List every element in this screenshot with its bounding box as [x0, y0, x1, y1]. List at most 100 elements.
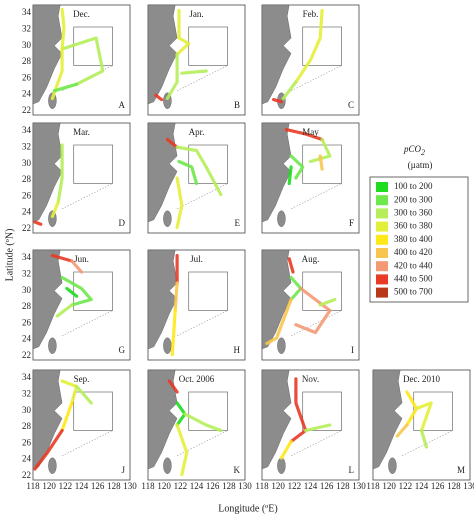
- survey-box: [302, 391, 342, 431]
- map-panel: Feb. C: [261, 4, 360, 116]
- taiwan: [48, 337, 57, 354]
- ship-track: [60, 7, 66, 51]
- panel-month: Jun.: [74, 254, 89, 264]
- panel-letter: K: [234, 465, 241, 475]
- panel-month: Dec.: [73, 9, 90, 19]
- survey-box: [188, 26, 228, 66]
- lat-tick-label: 26: [22, 317, 32, 327]
- taiwan: [163, 457, 172, 474]
- lat-tick-label: 24: [22, 207, 32, 217]
- shelf-line: [61, 310, 113, 337]
- lat-tick-label: 26: [22, 437, 32, 447]
- lon-tick-label: 120: [271, 481, 285, 491]
- ship-track: [175, 145, 223, 197]
- ship-track: [75, 384, 93, 405]
- lon-tick-label: 118: [141, 481, 155, 491]
- ship-track: [177, 159, 199, 186]
- ship-track: [289, 377, 308, 444]
- lat-tick-label: 22: [22, 223, 31, 233]
- legend-label: 400 to 420: [394, 247, 433, 257]
- lat-tick-label: 22: [22, 470, 31, 480]
- map-panel: Jun. G: [32, 249, 131, 361]
- shelf-line: [290, 430, 342, 457]
- lon-tick-label: 130: [123, 481, 137, 491]
- lat-tick-label: 28: [22, 174, 32, 184]
- panel-letter: B: [234, 100, 240, 110]
- taiwan: [277, 210, 286, 227]
- ship-track: [175, 176, 184, 230]
- ship-track: [167, 379, 179, 394]
- ship-track: [415, 401, 433, 433]
- shelf-line: [290, 65, 342, 92]
- lon-tick-label: 128: [107, 481, 121, 491]
- map-panel: Apr. E: [147, 122, 246, 234]
- map-panel: Mar. D: [32, 122, 131, 234]
- legend-swatch: [376, 208, 388, 219]
- ship-track: [289, 154, 305, 180]
- ship-track: [50, 200, 60, 219]
- lat-tick-label: 34: [22, 252, 32, 262]
- ship-track: [165, 137, 179, 149]
- lat-tick-label: 22: [22, 350, 31, 360]
- legend-title: pCO2: [403, 144, 425, 157]
- lon-tick-label: 128: [447, 481, 461, 491]
- ship-track: [287, 165, 293, 186]
- panel-month: Feb.: [303, 9, 319, 19]
- lon-tick-label: 120: [42, 481, 56, 491]
- land: [261, 369, 292, 470]
- ship-track: [294, 286, 332, 335]
- ship-track: [265, 297, 293, 346]
- legend-swatch: [376, 274, 388, 285]
- lon-tick-label: 124: [190, 481, 204, 491]
- lon-tick-label: 124: [304, 481, 318, 491]
- legend-swatch: [376, 287, 388, 298]
- panel-letter: F: [349, 218, 354, 228]
- panel-letter: E: [235, 218, 241, 228]
- ship-track: [294, 8, 324, 84]
- legend-label: 420 to 440: [394, 260, 433, 270]
- lon-tick-label: 118: [26, 481, 40, 491]
- map-panel: Nov. L: [261, 369, 360, 481]
- lat-tick-label: 28: [22, 301, 32, 311]
- lat-tick-label: 32: [22, 389, 31, 399]
- lon-tick-label: 122: [288, 481, 302, 491]
- lon-tick-label: 124: [415, 481, 429, 491]
- lat-tick-label: 32: [22, 269, 31, 279]
- panel-month: Aug.: [302, 254, 320, 264]
- panel-month: Nov.: [302, 374, 319, 384]
- taiwan: [388, 457, 397, 474]
- lon-tick-label: 118: [366, 481, 380, 491]
- legend-label: 200 to 300: [394, 194, 433, 204]
- map-panel: Oct. 2006 K: [147, 369, 246, 481]
- survey-box: [73, 391, 113, 431]
- ship-track: [60, 275, 93, 307]
- lon-tick-label: 126: [91, 481, 105, 491]
- map-panel: Aug. I: [261, 249, 360, 361]
- panel-month: Oct. 2006: [179, 374, 215, 384]
- map-panel: Jan. B: [147, 4, 246, 116]
- lat-tick-label: 26: [22, 190, 32, 200]
- ship-track: [154, 93, 164, 102]
- ship-track: [180, 69, 208, 75]
- panel-month: Dec. 2010: [403, 374, 440, 384]
- legend-title-sub: 2: [421, 148, 425, 157]
- panel-letter: I: [351, 345, 354, 355]
- lat-tick-label: 32: [22, 142, 31, 152]
- legend-swatch: [376, 221, 388, 232]
- lat-tick-label: 34: [22, 125, 32, 135]
- survey-box: [188, 391, 228, 431]
- map-panel: May F: [261, 122, 360, 234]
- shelf-line: [176, 183, 228, 210]
- lon-tick-label: 122: [59, 481, 73, 491]
- ship-track: [60, 401, 74, 433]
- panel-letter: A: [119, 100, 126, 110]
- taiwan: [163, 337, 172, 354]
- legend-title-main: pCO: [403, 144, 422, 154]
- lat-tick-label: 24: [22, 454, 32, 464]
- panel-letter: J: [121, 465, 125, 475]
- lat-tick-label: 28: [22, 421, 32, 431]
- panel-letter: G: [119, 345, 126, 355]
- ship-track: [279, 439, 293, 460]
- lat-tick-label: 30: [22, 40, 32, 50]
- legend-unit: (µatm): [408, 160, 433, 170]
